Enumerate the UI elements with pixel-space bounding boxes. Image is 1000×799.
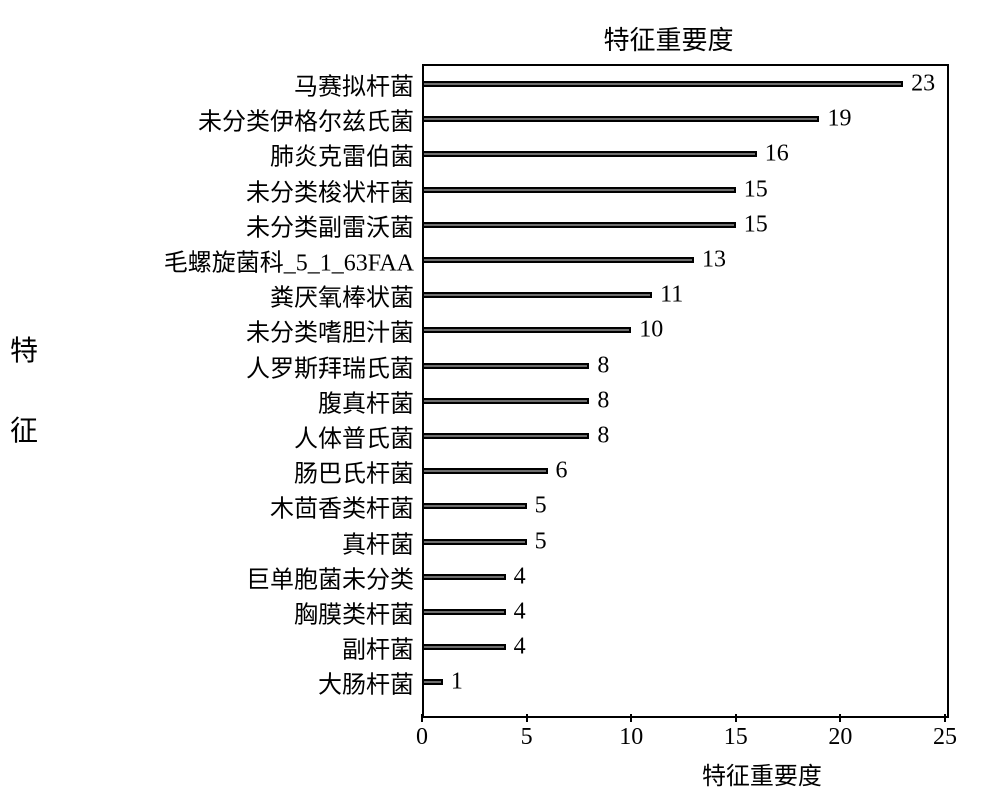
bar <box>422 187 736 193</box>
bar <box>422 151 757 157</box>
category-label: 副杆菌 <box>0 630 414 665</box>
bar-value-label: 4 <box>514 634 526 661</box>
bar-value-label: 8 <box>597 387 609 414</box>
bar-value-label: 16 <box>765 141 789 168</box>
x-tick-label: 10 <box>619 724 643 751</box>
bar-value-label: 8 <box>597 423 609 450</box>
chart-title: 特征重要度 <box>604 20 734 57</box>
bar-value-label: 4 <box>514 563 526 590</box>
category-label: 肠巴氏杆菌 <box>0 454 414 489</box>
category-label: 大肠杆菌 <box>0 665 414 700</box>
bar-value-label: 4 <box>514 599 526 626</box>
bar-value-label: 11 <box>660 282 683 309</box>
x-tick <box>526 714 528 722</box>
bar <box>422 433 589 439</box>
bar-value-label: 10 <box>639 317 663 344</box>
bar <box>422 222 736 228</box>
category-label: 粪厌氧棒状菌 <box>0 278 414 313</box>
category-label: 未分类梭状杆菌 <box>0 172 414 207</box>
x-tick-label: 15 <box>724 724 748 751</box>
x-tick-label: 25 <box>933 724 957 751</box>
x-tick-label: 0 <box>416 724 428 751</box>
bar <box>422 116 819 122</box>
chart-container: 特征重要度 特征0510152025特征重要度马赛拟杆菌23未分类伊格尔兹氏菌1… <box>0 0 1000 799</box>
bar <box>422 292 652 298</box>
category-label: 木茴香类杆菌 <box>0 489 414 524</box>
bar-value-label: 23 <box>911 71 935 98</box>
x-tick-label: 20 <box>828 724 852 751</box>
bar-value-label: 5 <box>535 528 547 555</box>
x-tick <box>421 714 423 722</box>
bar <box>422 257 694 263</box>
bar-value-label: 6 <box>556 458 568 485</box>
x-axis-title: 特征重要度 <box>702 756 822 791</box>
x-tick <box>630 714 632 722</box>
bar-value-label: 15 <box>744 176 768 203</box>
category-label: 胸膜类杆菌 <box>0 595 414 630</box>
bar-value-label: 1 <box>451 669 463 696</box>
bar <box>422 609 506 615</box>
category-label: 真杆菌 <box>0 524 414 559</box>
bar <box>422 574 506 580</box>
bar-value-label: 5 <box>535 493 547 520</box>
category-label: 巨单胞菌未分类 <box>0 559 414 594</box>
bar <box>422 327 631 333</box>
category-label: 毛螺旋菌科_5_1_63FAA <box>0 243 414 278</box>
bar-value-label: 13 <box>702 247 726 274</box>
bar-value-label: 19 <box>827 106 851 133</box>
x-tick-label: 5 <box>521 724 533 751</box>
bar <box>422 503 527 509</box>
x-tick <box>839 714 841 722</box>
bar <box>422 539 527 545</box>
x-tick <box>735 714 737 722</box>
category-label: 未分类副雷沃菌 <box>0 207 414 242</box>
bar-value-label: 8 <box>597 352 609 379</box>
category-label: 人罗斯拜瑞氏菌 <box>0 348 414 383</box>
category-label: 未分类伊格尔兹氏菌 <box>0 102 414 137</box>
bar <box>422 468 548 474</box>
bar <box>422 398 589 404</box>
bar <box>422 363 589 369</box>
category-label: 肺炎克雷伯菌 <box>0 137 414 172</box>
bar <box>422 644 506 650</box>
category-label: 人体普氏菌 <box>0 419 414 454</box>
category-label: 未分类嗜胆汁菌 <box>0 313 414 348</box>
x-tick <box>944 714 946 722</box>
bar-value-label: 15 <box>744 211 768 238</box>
category-label: 腹真杆菌 <box>0 383 414 418</box>
bar <box>422 81 903 87</box>
category-label: 马赛拟杆菌 <box>0 67 414 102</box>
bar <box>422 679 443 685</box>
plot-area <box>422 64 949 718</box>
